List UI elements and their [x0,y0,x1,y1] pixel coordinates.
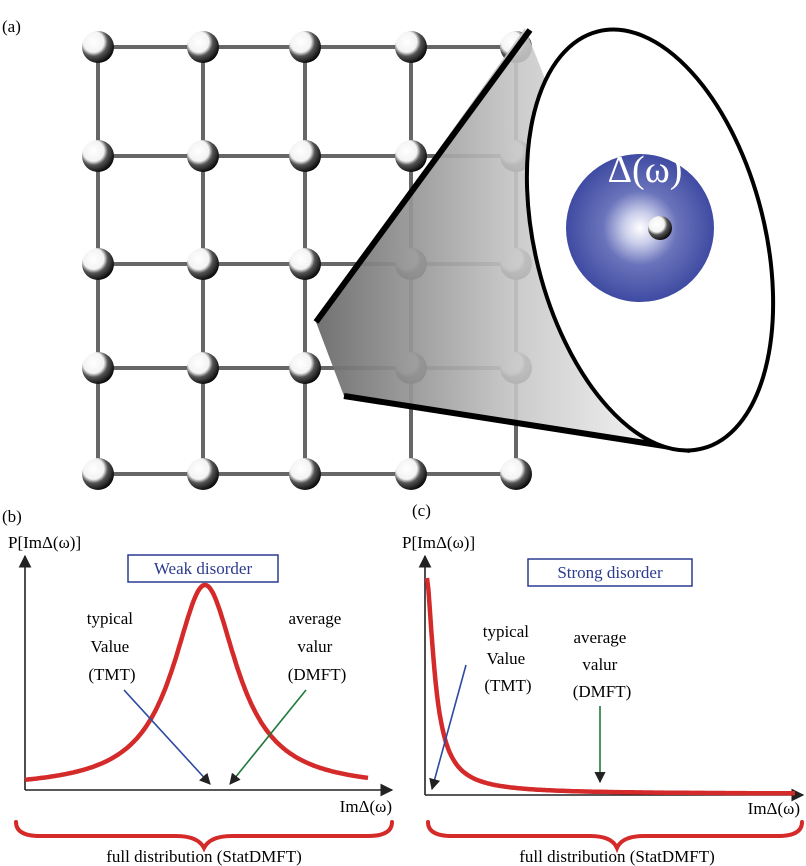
lattice-site-ball [82,458,114,490]
lattice-site-ball [289,140,321,172]
panel-c-typical-label: typical Value (TMT) [483,622,534,695]
lattice-site-ball [82,31,114,63]
panel-b-x-axis-label: ImΔ(ω) [340,797,392,816]
lattice-site-ball [289,31,321,63]
lattice-site-ball [289,458,321,490]
lattice-balls [82,31,532,490]
panel-c-label: (c) [412,501,431,520]
panel-b-box [127,554,279,583]
panel-a: (a) Δ(ω) [2,17,776,490]
panel-c-typical-arrow [429,664,467,791]
panel-c-brace [426,820,804,854]
panel-b-typical-arrow [123,689,211,785]
panel-b-brace [14,820,394,853]
lattice-site-ball [500,458,532,490]
cone-edge-top [313,28,533,324]
lattice-site-ball [187,458,219,490]
panel-c-box-label: Strong disorder [557,563,663,582]
panel-c-box [527,558,693,587]
lattice-site-ball [289,352,321,384]
cone-edge-bottom [343,393,691,453]
panel-b-label: (b) [2,507,22,526]
lattice-site-ball [395,140,427,172]
panel-b-y-axis-label: P[ImΔ(ω)] [8,533,81,552]
panel-a-label: (a) [2,17,21,36]
panel-c: (c) P[ImΔ(ω)] ImΔ(ω) Strong disorder typ… [402,501,805,866]
panel-b-average-label: average valur (DMFT) [288,609,347,684]
panel-b-average-arrow [229,689,307,785]
lattice-site-ball [82,352,114,384]
lattice-site-ball [82,248,114,280]
panel-c-average-label: average valur (DMFT) [573,628,632,701]
panel-c-x-axis-label: ImΔ(ω) [748,799,800,818]
lattice-site-ball [289,248,321,280]
panel-c-y-axis-label: P[ImΔ(ω)] [402,533,475,552]
lattice-site-ball [395,31,427,63]
panel-b: (b) P[ImΔ(ω)] ImΔ(ω) Weak disorder typic… [2,507,394,866]
panel-b-box-label: Weak disorder [154,559,253,578]
lattice-site-ball [395,458,427,490]
panel-b-brace-label: full distribution (StatDMFT) [106,847,302,866]
lattice-site-ball [187,31,219,63]
panel-c-brace-label: full distribution (StatDMFT) [519,847,715,866]
hybridization-bubble [566,154,714,302]
lattice-site-ball [187,352,219,384]
lattice-site-ball [187,248,219,280]
panel-c-distribution-curve [424,577,795,796]
panel-b-typical-label: typical Value (TMT) [87,609,138,684]
panel-b-distribution-curve [24,582,369,783]
lattice-site-ball [187,140,219,172]
bubble-label: Δ(ω) [608,149,683,191]
impurity-site-ball [648,216,672,240]
lattice-site-ball [82,140,114,172]
